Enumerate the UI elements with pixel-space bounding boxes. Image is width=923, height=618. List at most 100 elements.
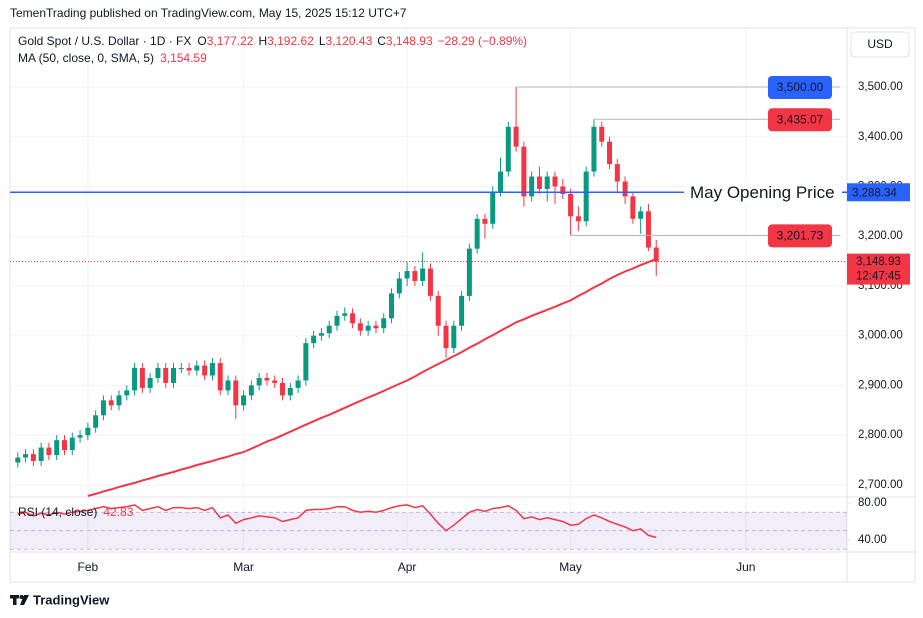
- candle-body: [381, 318, 387, 329]
- ohlc-key: C: [377, 34, 386, 48]
- candle-body: [334, 315, 340, 326]
- candle-body: [256, 377, 262, 386]
- symbol: Gold Spot / U.S. Dollar · 1D · FX: [18, 34, 191, 48]
- logo: [10, 595, 29, 605]
- y-tick-label: 3,400.00: [858, 131, 903, 143]
- candle-body: [295, 380, 301, 388]
- ohlc-value: 3,177.22: [207, 34, 254, 48]
- candle-body: [311, 335, 317, 344]
- candle-body: [38, 447, 44, 462]
- rsi-pane: 80.00 40.00 RSI (14, close) 42.83: [10, 497, 887, 550]
- candle-body: [85, 427, 91, 436]
- candle-body: [202, 365, 208, 376]
- y-tick-label: 40.00: [858, 534, 887, 546]
- y-tick-label: 3,500.00: [858, 81, 903, 93]
- level-label-box: [768, 108, 832, 132]
- y-tick-label: 2,900.00: [858, 379, 903, 391]
- candle-body: [552, 176, 558, 187]
- currency[interactable]: USD: [867, 37, 893, 51]
- candle-body: [513, 126, 519, 147]
- header: TemenTrading published on TradingView.co…: [10, 6, 407, 20]
- change: −28.29 (−0.89%): [438, 34, 527, 48]
- x-tick-label: Mar: [233, 560, 254, 574]
- candle-body: [132, 368, 138, 391]
- candle-body: [241, 395, 247, 406]
- candle-body: [630, 196, 636, 219]
- candle-body: [404, 271, 410, 279]
- x-tick-label: May: [559, 560, 582, 574]
- candle-body: [116, 395, 122, 406]
- candle-body: [490, 191, 496, 224]
- candle-body: [560, 186, 566, 194]
- y-tick-label: 2,700.00: [858, 479, 903, 491]
- candle-body: [155, 368, 161, 378]
- candle-body: [30, 454, 36, 462]
- candle-body: [280, 382, 286, 396]
- level-label-box: [768, 75, 832, 99]
- candle-body: [420, 268, 426, 281]
- candle-body: [62, 440, 68, 451]
- axis-label-box: [847, 253, 910, 285]
- y-tick-label: 80.00: [858, 497, 887, 509]
- axis-label-box: [847, 183, 910, 202]
- candle-body: [69, 437, 75, 451]
- candle-body: [365, 325, 371, 331]
- candle-body: [451, 325, 457, 349]
- candle-body: [482, 218, 488, 224]
- frame: [9, 27, 916, 583]
- rsi-line: [17, 504, 657, 539]
- candle-body: [272, 380, 278, 383]
- candle-body: [225, 380, 231, 391]
- overlays: May Opening Price 3,288.34 3,148.93 12:47:4…: [10, 75, 910, 285]
- candle-body: [23, 454, 29, 458]
- candle-body: [147, 377, 153, 388]
- candle-body: [46, 447, 52, 456]
- ma-value: 3,154.59: [160, 51, 207, 65]
- y-tick-label: 2,800.00: [858, 429, 903, 441]
- candle-body: [607, 141, 613, 165]
- ohlc-value: 3,192.62: [267, 34, 314, 48]
- candle-body: [186, 368, 192, 371]
- candle-body: [498, 171, 504, 192]
- level-label: 3,500.00: [777, 80, 824, 94]
- candle-body: [427, 268, 433, 296]
- candle-body: [93, 415, 99, 428]
- candle-body: [233, 380, 239, 406]
- ma-line: [87, 257, 657, 497]
- candle-body: [357, 323, 363, 331]
- candle-body: [100, 400, 106, 416]
- axis-label: 3,148.93: [856, 256, 901, 268]
- candle-body: [209, 363, 215, 376]
- ma-legend: MA (50, close, 0, SMA, 5) 3,154.59: [18, 51, 207, 65]
- level-label-box: [768, 224, 832, 248]
- candle-body: [443, 325, 449, 349]
- candle-body: [217, 363, 223, 391]
- candle-body: [583, 171, 589, 222]
- candle-body: [139, 368, 145, 388]
- candle-body: [521, 146, 527, 197]
- x-tick-label: Feb: [78, 560, 99, 574]
- candle-body: [544, 176, 550, 189]
- opening-label-bg: [684, 181, 842, 204]
- candle-body: [350, 313, 356, 324]
- candle-body: [163, 368, 169, 383]
- candle-body: [505, 126, 511, 172]
- candle-body: [622, 181, 628, 197]
- candle-body: [529, 176, 535, 197]
- opening-label: May Opening Price: [690, 183, 835, 202]
- rsi-label: RSI (14, close): [18, 505, 97, 519]
- candle-body: [264, 377, 270, 381]
- y-tick-label: 3,000.00: [858, 330, 903, 342]
- currency-button[interactable]: [850, 31, 910, 58]
- ohlc-key: H: [258, 34, 267, 48]
- candle-body: [474, 218, 480, 249]
- candle-body: [591, 126, 597, 172]
- candle-body: [568, 193, 574, 217]
- candle-body: [194, 365, 200, 371]
- ohlc-key: O: [197, 34, 206, 48]
- candle-body: [459, 295, 465, 326]
- countdown: 12:47:45: [856, 271, 901, 283]
- candle-body: [435, 295, 441, 326]
- candle-body: [638, 211, 644, 219]
- rsi-band: [10, 512, 847, 550]
